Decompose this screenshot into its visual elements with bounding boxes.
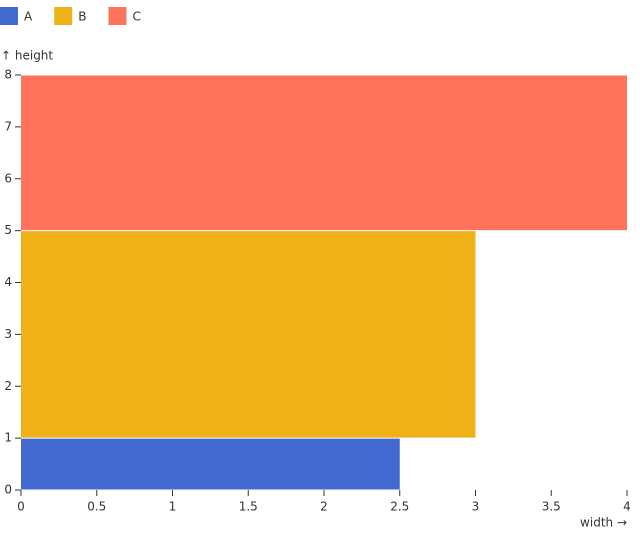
y-tick-label: 1 bbox=[4, 431, 12, 445]
x-tick-label: 3 bbox=[472, 500, 480, 514]
x-tick-label: 4 bbox=[623, 500, 631, 514]
legend-label: C bbox=[132, 10, 140, 24]
y-tick-label: 7 bbox=[4, 119, 12, 133]
x-tick-label: 0 bbox=[17, 500, 25, 514]
y-tick-label: 4 bbox=[4, 275, 12, 289]
legend-swatch bbox=[0, 7, 18, 25]
legend-label: A bbox=[24, 10, 33, 24]
y-tick-label: 5 bbox=[4, 223, 12, 237]
x-tick-label: 1 bbox=[169, 500, 177, 514]
y-tick-label: 6 bbox=[4, 171, 12, 185]
y-tick-label: 2 bbox=[4, 379, 12, 393]
bar bbox=[21, 231, 476, 438]
x-axis-label: width → bbox=[580, 516, 627, 530]
y-tick-label: 8 bbox=[4, 68, 12, 82]
x-tick-label: 2.5 bbox=[390, 500, 409, 514]
x-tick-label: 1.5 bbox=[239, 500, 258, 514]
y-axis-label: ↑ height bbox=[1, 49, 53, 63]
bar bbox=[21, 75, 627, 231]
legend-swatch bbox=[54, 7, 73, 25]
y-tick-label: 0 bbox=[4, 483, 12, 497]
x-tick-label: 2 bbox=[320, 500, 328, 514]
x-tick-label: 0.5 bbox=[87, 500, 106, 514]
legend-label: B bbox=[78, 10, 86, 24]
bar bbox=[21, 438, 400, 490]
y-tick-label: 3 bbox=[4, 327, 12, 341]
legend-swatch bbox=[108, 7, 127, 25]
x-tick-label: 3.5 bbox=[542, 500, 561, 514]
